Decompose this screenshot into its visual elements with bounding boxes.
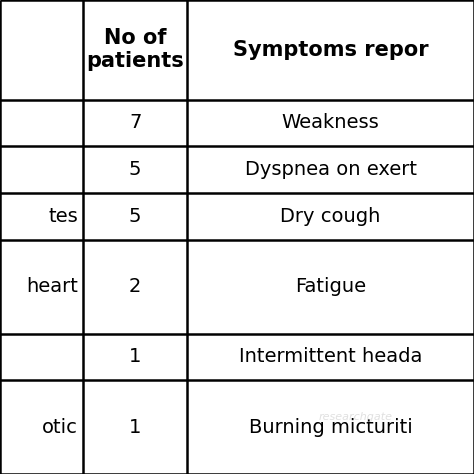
Text: 5: 5 bbox=[129, 160, 141, 179]
Text: Symptoms repor: Symptoms repor bbox=[233, 40, 428, 60]
Text: Dyspnea on exert: Dyspnea on exert bbox=[245, 160, 417, 179]
Text: Dry cough: Dry cough bbox=[281, 207, 381, 226]
Text: No of
patients: No of patients bbox=[86, 28, 184, 72]
Text: researchgate: researchgate bbox=[319, 412, 392, 422]
Text: 7: 7 bbox=[129, 113, 141, 132]
Text: Fatigue: Fatigue bbox=[295, 277, 366, 296]
Text: tes: tes bbox=[48, 207, 78, 226]
Text: 1: 1 bbox=[129, 418, 141, 437]
Text: otic: otic bbox=[42, 418, 78, 437]
Text: heart: heart bbox=[27, 277, 78, 296]
Text: Weakness: Weakness bbox=[282, 113, 380, 132]
Text: 2: 2 bbox=[129, 277, 141, 296]
Text: 5: 5 bbox=[129, 207, 141, 226]
Text: 1: 1 bbox=[129, 347, 141, 366]
Text: Intermittent heada: Intermittent heada bbox=[239, 347, 422, 366]
Text: Burning micturiti: Burning micturiti bbox=[249, 418, 412, 437]
